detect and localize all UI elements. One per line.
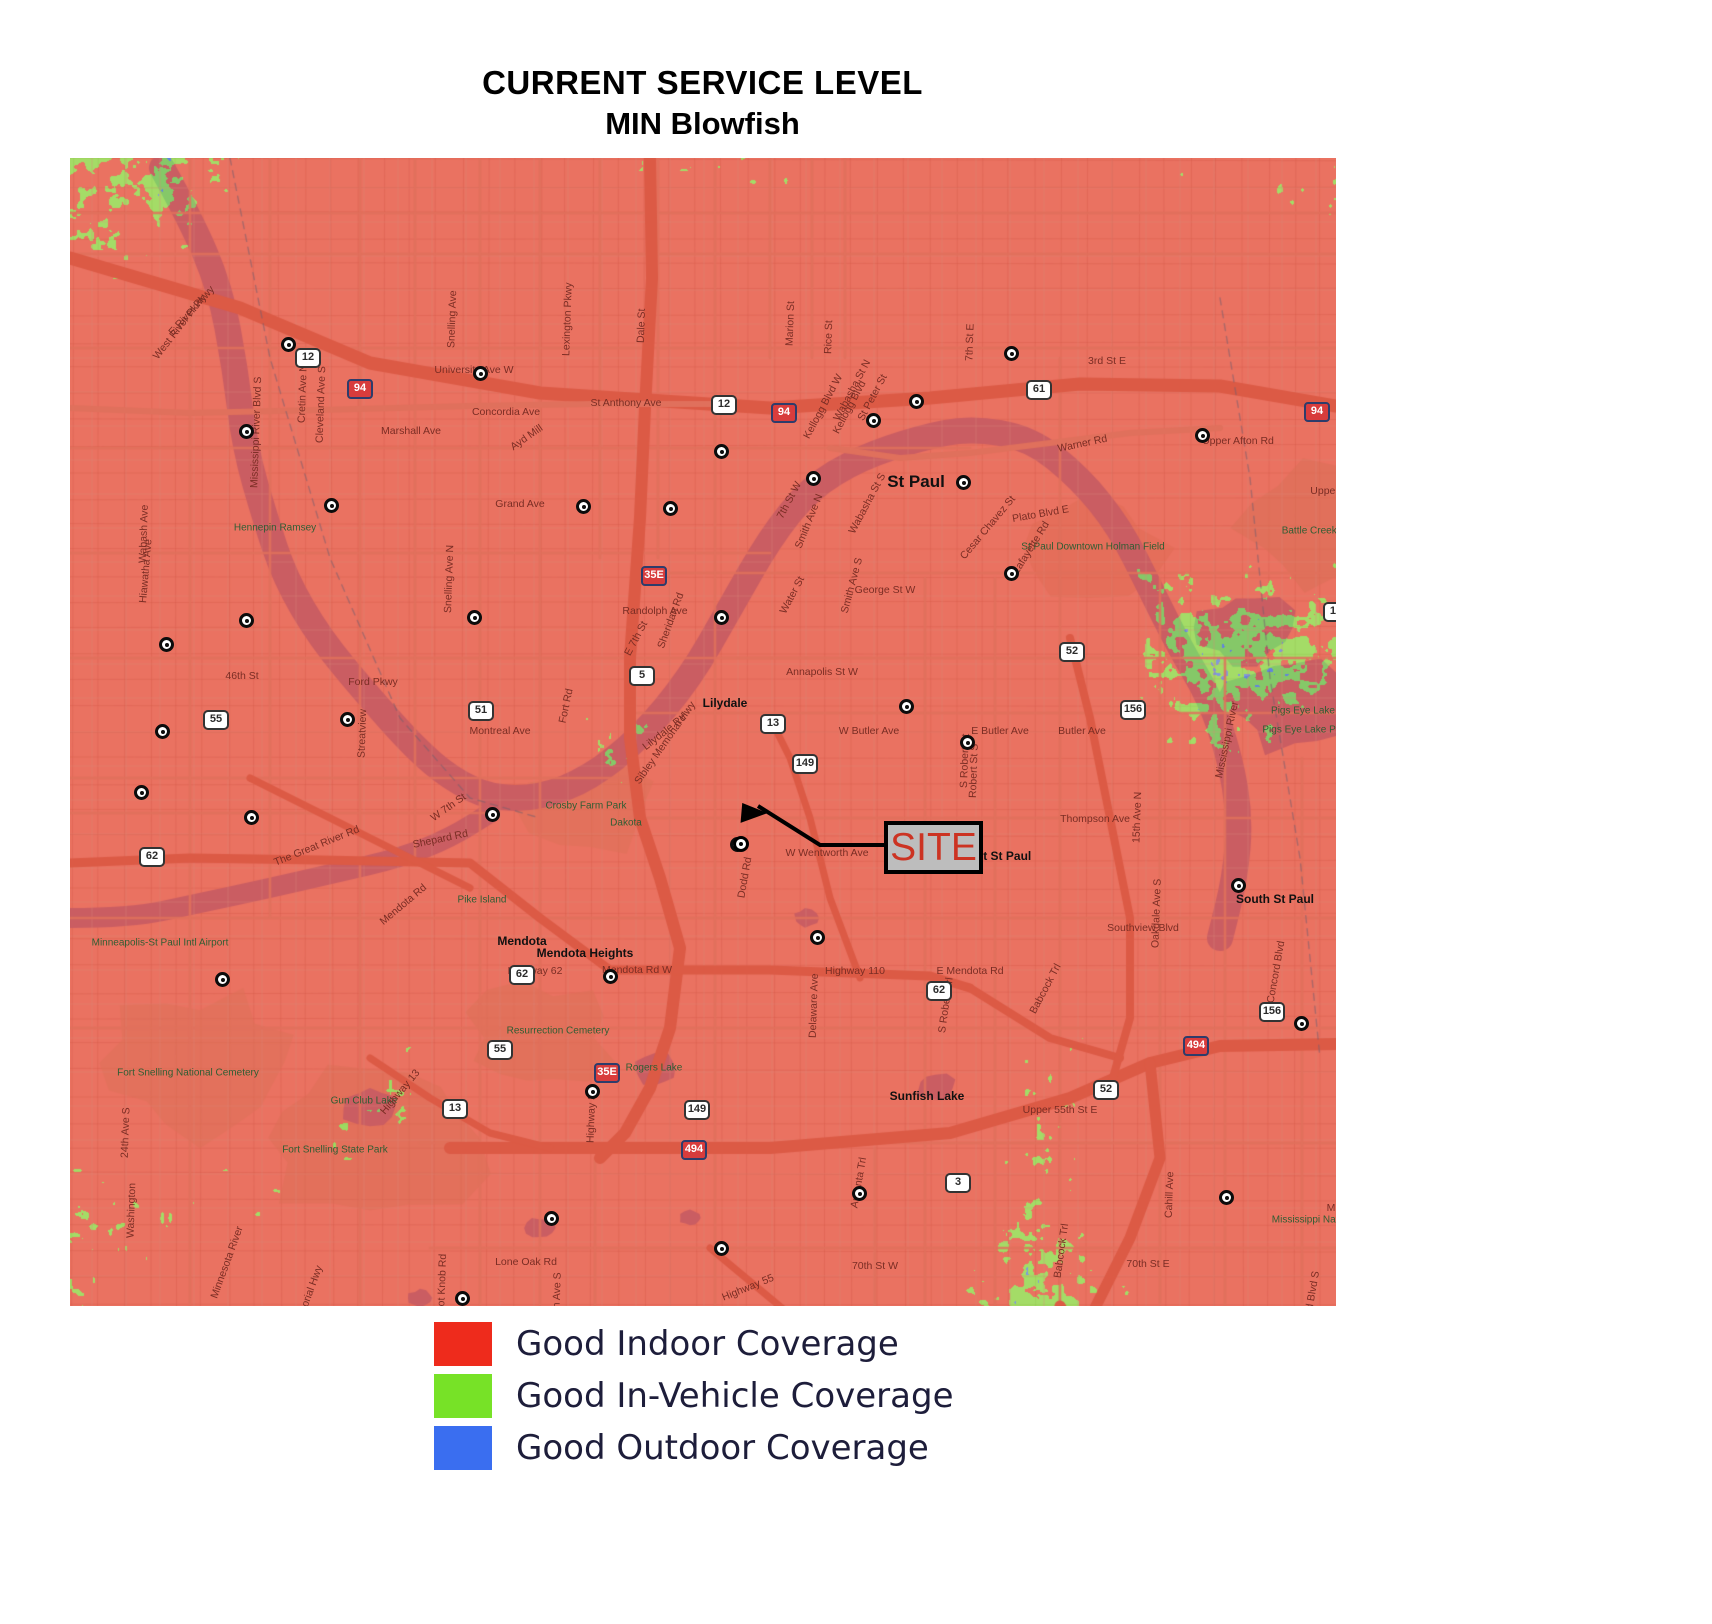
site-callout-box: SITE <box>884 821 983 874</box>
cell-site-marker <box>714 444 729 459</box>
cell-site-marker <box>467 610 482 625</box>
cell-site-marker <box>455 1291 470 1306</box>
highway-shield: 62 <box>926 981 952 1001</box>
highway-shield: 52 <box>1093 1080 1119 1100</box>
page-title: CURRENT SERVICE LEVEL MIN Blowfish <box>0 62 1405 144</box>
highway-shield: 55 <box>203 710 229 730</box>
cell-site-marker <box>324 498 339 513</box>
coverage-map[interactable]: St Paul Lilydale West St Paul South St Paul… <box>70 158 1336 1306</box>
highway-shield: 10 <box>1323 602 1336 622</box>
highway-shield: 156 <box>1259 1002 1285 1022</box>
cell-site-marker <box>544 1211 559 1226</box>
highway-shield: 94 <box>347 379 373 399</box>
cell-site-marker <box>155 724 170 739</box>
highway-shield: 3 <box>945 1173 971 1193</box>
highway-shield: 62 <box>139 847 165 867</box>
cell-site-marker <box>1004 346 1019 361</box>
site-callout-label: SITE <box>890 826 977 869</box>
cell-site-marker <box>473 366 488 381</box>
highway-shield: 5 <box>629 666 655 686</box>
cell-site-marker <box>340 712 355 727</box>
highway-shield: 35E <box>641 566 667 586</box>
legend-swatch-invehicle <box>434 1374 492 1418</box>
cell-site-marker <box>239 613 254 628</box>
highway-shield: 94 <box>771 403 797 423</box>
cell-site-marker <box>215 972 230 987</box>
highway-shield: 156 <box>1120 700 1146 720</box>
legend-item-outdoor: Good Outdoor Coverage <box>434 1422 953 1474</box>
highway-shield: 494 <box>681 1140 707 1160</box>
cell-site-marker <box>244 810 259 825</box>
cell-site-marker <box>810 930 825 945</box>
cell-site-marker <box>899 699 914 714</box>
cell-site-marker <box>956 475 971 490</box>
legend-item-invehicle: Good In-Vehicle Coverage <box>434 1370 953 1422</box>
site-location-marker <box>733 836 749 852</box>
cell-site-marker <box>585 1084 600 1099</box>
highway-shield: 12 <box>711 395 737 415</box>
highway-shield: 52 <box>1059 642 1085 662</box>
cell-site-marker <box>866 413 881 428</box>
cell-site-marker <box>603 969 618 984</box>
highway-shield: 13 <box>442 1099 468 1119</box>
cell-site-marker <box>485 807 500 822</box>
cell-site-marker <box>1294 1016 1309 1031</box>
cell-site-marker <box>159 637 174 652</box>
cell-site-marker <box>663 501 678 516</box>
cell-site-marker <box>1219 1190 1234 1205</box>
legend-label-outdoor: Good Outdoor Coverage <box>516 1428 929 1468</box>
cell-site-marker <box>134 785 149 800</box>
highway-shield: 55 <box>487 1040 513 1060</box>
highway-shield: 494 <box>1183 1036 1209 1056</box>
highway-shield: 35E <box>594 1063 620 1083</box>
highway-shield: 12 <box>295 348 321 368</box>
cell-site-marker <box>1195 428 1210 443</box>
title-line-1: CURRENT SERVICE LEVEL <box>482 64 923 101</box>
highway-shield: 149 <box>792 754 818 774</box>
highway-shield: 149 <box>684 1100 710 1120</box>
highway-shield: 94 <box>1304 402 1330 422</box>
highway-shield: 51 <box>468 701 494 721</box>
cell-site-marker <box>1231 878 1246 893</box>
cell-site-marker <box>806 471 821 486</box>
cell-site-marker <box>239 424 254 439</box>
legend-label-indoor: Good Indoor Coverage <box>516 1324 899 1364</box>
cell-site-marker <box>714 1241 729 1256</box>
highway-shield: 61 <box>1026 380 1052 400</box>
cell-site-marker <box>852 1186 867 1201</box>
cell-site-marker <box>281 337 296 352</box>
legend-swatch-outdoor <box>434 1426 492 1470</box>
coverage-legend: Good Indoor Coverage Good In-Vehicle Cov… <box>434 1318 953 1474</box>
legend-label-invehicle: Good In-Vehicle Coverage <box>516 1376 954 1416</box>
cell-site-marker <box>1004 566 1019 581</box>
cell-site-marker <box>714 610 729 625</box>
legend-swatch-indoor <box>434 1322 492 1366</box>
cell-site-marker <box>576 499 591 514</box>
highway-shield: 13 <box>760 714 786 734</box>
cell-site-marker <box>960 735 975 750</box>
cell-site-marker <box>909 394 924 409</box>
highway-shield: 62 <box>509 965 535 985</box>
legend-item-indoor: Good Indoor Coverage <box>434 1318 953 1370</box>
title-line-2: MIN Blowfish <box>605 106 800 141</box>
map-raster-layer <box>70 158 1336 1306</box>
